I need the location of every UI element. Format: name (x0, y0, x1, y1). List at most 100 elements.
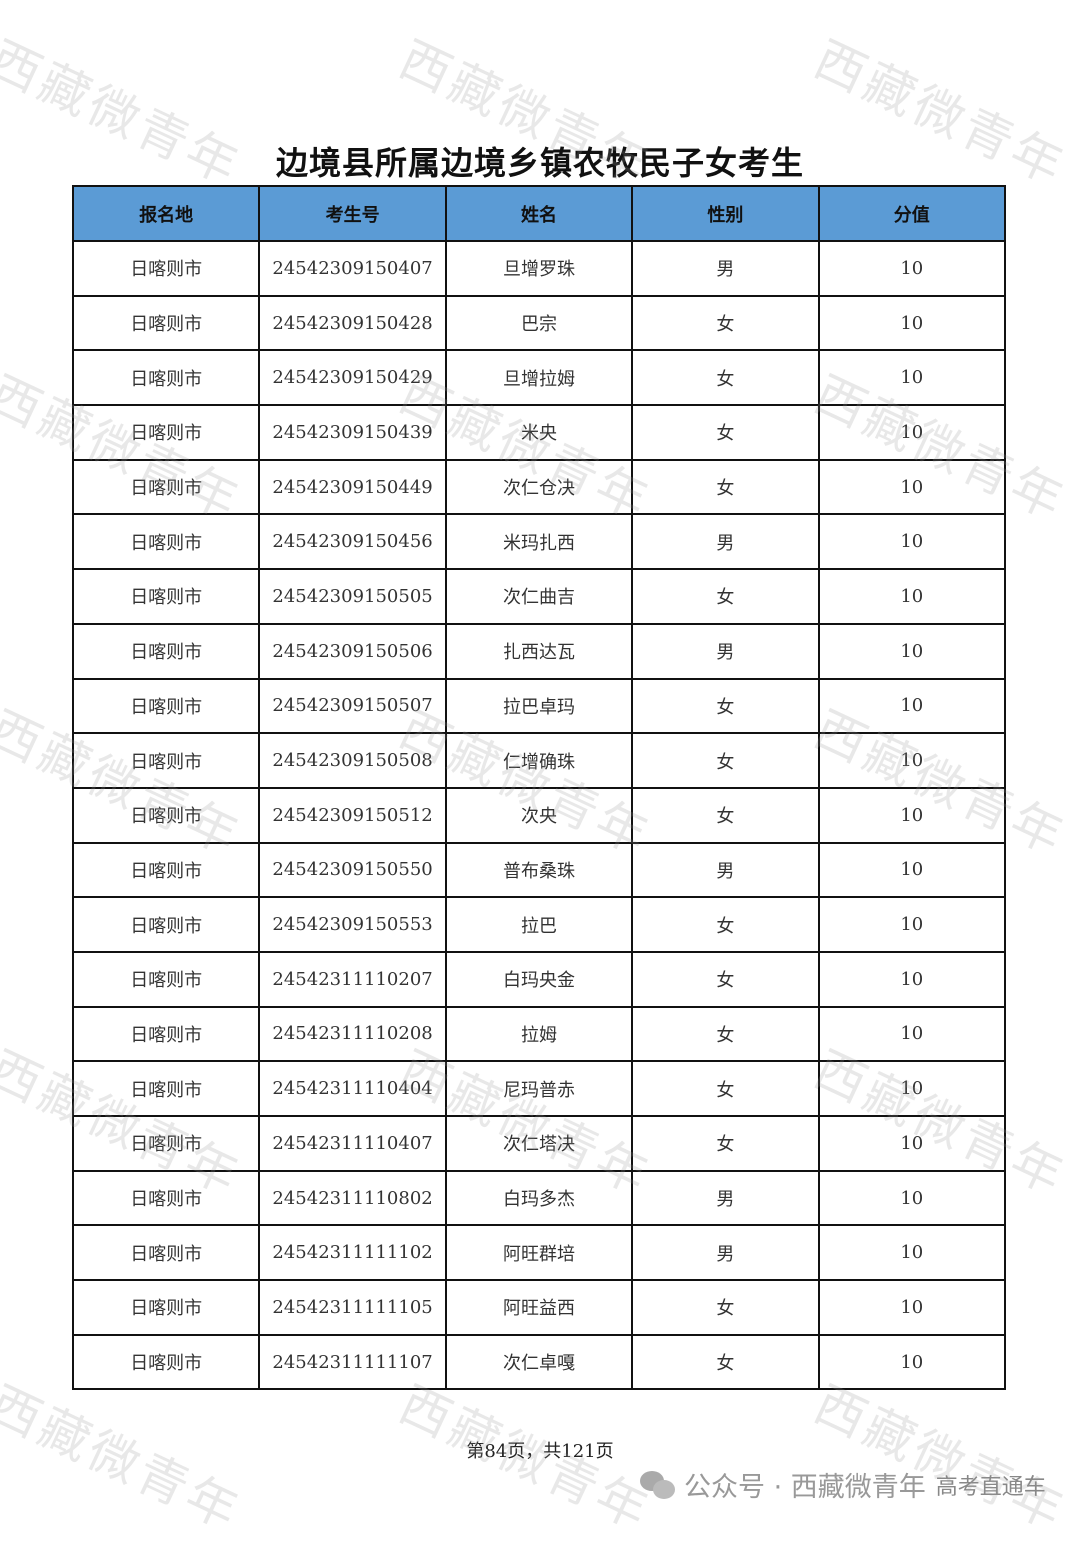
table-row: 日喀则市 24542309150507 拉巴卓玛女 10 (71, 677, 1007, 735)
cell-exam-number: 24542309150428 (258, 294, 447, 352)
cell-name: 拉巴 (444, 896, 634, 953)
cell-name: 阿旺群培 (444, 1224, 634, 1282)
cell-name: 旦增罗珠 (444, 240, 634, 297)
cell-score: 10 (817, 240, 1007, 297)
cell-exam-number: 24542309150550 (258, 841, 447, 899)
cell-name: 拉姆 (444, 1005, 634, 1063)
table-row: 日喀则市 24542309150429 旦增拉姆女 10 (71, 349, 1007, 407)
cell-exam-number: 24542309150506 (258, 622, 447, 680)
table-row: 日喀则市 24542309150439 米央女 10 (71, 404, 1007, 461)
cell-score: 10 (817, 1060, 1007, 1117)
cell-score: 10 (817, 677, 1007, 735)
cell-name: 次仁卓嘎 (444, 1333, 634, 1391)
table-row: 日喀则市 24542311111102 阿旺群培男 10 (71, 1224, 1007, 1282)
cell-score: 10 (817, 458, 1007, 516)
page-info: 第84页，共121页 (466, 1441, 614, 1462)
cell-score: 10 (817, 622, 1007, 680)
cell-score: 10 (817, 568, 1007, 625)
cell-location: 日喀则市 (71, 568, 261, 625)
table-row: 日喀则市 24542311110802 白玛多杰男 10 (71, 1169, 1007, 1227)
cell-exam-number: 24542309150505 (258, 568, 447, 625)
cell-gender: 女 (631, 1060, 820, 1117)
cell-name: 扎西达瓦 (444, 622, 634, 680)
wechat-icon (640, 1470, 676, 1499)
cell-score: 10 (817, 786, 1007, 844)
cell-gender: 女 (631, 404, 820, 461)
cell-exam-number: 24542309150449 (258, 458, 447, 516)
cell-score: 10 (817, 950, 1007, 1008)
cell-name: 旦增拉姆 (444, 349, 634, 407)
cell-score: 10 (817, 1224, 1007, 1282)
cell-name: 次央 (444, 786, 634, 844)
page-title: 边境县所属边境乡镇农牧民子女考生 (275, 144, 804, 182)
cell-location: 日喀则市 (71, 1169, 261, 1227)
cell-location: 日喀则市 (71, 896, 261, 953)
cell-score: 10 (817, 1115, 1007, 1172)
table-row: 日喀则市 24542309150550 普布桑珠男 10 (71, 841, 1007, 899)
cell-score: 10 (817, 513, 1007, 571)
table-row: 日喀则市 24542311110407 次仁塔决女 10 (71, 1115, 1007, 1172)
cell-gender: 男 (631, 513, 820, 571)
cell-location: 日喀则市 (71, 513, 261, 571)
cell-exam-number: 24542311111105 (258, 1279, 447, 1336)
table-row: 日喀则市 24542309150512 次央女 10 (71, 786, 1007, 844)
cell-score: 10 (817, 896, 1007, 953)
cell-gender: 女 (631, 896, 820, 953)
cell-exam-number: 24542309150508 (258, 732, 447, 789)
table-row: 日喀则市 24542311110207 白玛央金女 10 (71, 950, 1007, 1008)
cell-location: 日喀则市 (71, 294, 261, 352)
cell-gender: 男 (631, 240, 820, 297)
cell-exam-number: 24542311110207 (258, 950, 447, 1008)
cell-exam-number: 24542311111102 (258, 1224, 447, 1282)
cell-exam-number: 24542311111107 (258, 1333, 447, 1391)
cell-name: 白玛多杰 (444, 1169, 634, 1227)
table-row: 日喀则市 24542309150428 巴宗女 10 (71, 294, 1007, 352)
cell-score: 10 (817, 1333, 1007, 1391)
cell-score: 10 (817, 349, 1007, 407)
table-body: 日喀则市 24542309150407 旦增罗珠男 10 日喀则市 24542309150… (71, 240, 1007, 1391)
cell-gender: 女 (631, 786, 820, 844)
cell-score: 10 (817, 1279, 1007, 1336)
cell-exam-number: 24542311110404 (258, 1060, 447, 1117)
candidates-table: 报名地 考生号 姓名 性别 分值 日喀则市 24542309150407 旦增罗珠男 10 日喀… (71, 185, 1007, 1391)
table-row: 日喀则市 24542309150508 仁增确珠女 10 (71, 732, 1007, 789)
cell-gender: 男 (631, 1169, 820, 1227)
header-gender: 性别 (631, 185, 820, 242)
cell-score: 10 (817, 294, 1007, 352)
cell-gender: 女 (631, 294, 820, 352)
table-row: 日喀则市 24542309150456 米玛扎西男 10 (71, 513, 1007, 571)
header-location: 报名地 (71, 185, 261, 242)
table-row: 日喀则市 24542309150449 次仁仓决女 10 (71, 458, 1007, 516)
cell-name: 阿旺益西 (444, 1279, 634, 1336)
cell-exam-number: 24542311110208 (258, 1005, 447, 1063)
table-row: 日喀则市 24542309150553 拉巴女 10 (71, 896, 1007, 953)
cell-location: 日喀则市 (71, 240, 261, 297)
cell-location: 日喀则市 (71, 349, 261, 407)
cell-gender: 男 (631, 622, 820, 680)
table-row: 日喀则市 24542309150505 次仁曲吉女 10 (71, 568, 1007, 625)
cell-exam-number: 24542309150456 (258, 513, 447, 571)
cell-score: 10 (817, 732, 1007, 789)
brand-overlay-text: 高考直通车 (935, 1474, 1046, 1500)
header-exam-number: 考生号 (258, 185, 447, 242)
cell-exam-number: 24542309150439 (258, 404, 447, 461)
cell-name: 白玛央金 (444, 950, 634, 1008)
cell-score: 10 (817, 841, 1007, 899)
cell-location: 日喀则市 (71, 404, 261, 461)
cell-location: 日喀则市 (71, 1060, 261, 1117)
header-score: 分值 (817, 185, 1007, 242)
cell-gender: 男 (631, 841, 820, 899)
cell-location: 日喀则市 (71, 786, 261, 844)
table-row: 日喀则市 24542311110404 尼玛普赤女 10 (71, 1060, 1007, 1117)
cell-exam-number: 24542309150512 (258, 786, 447, 844)
table-row: 日喀则市 24542311110208 拉姆女 10 (71, 1005, 1007, 1063)
cell-gender: 女 (631, 458, 820, 516)
wechat-brand: 公众号 · 西藏微青年 高考直通车 (640, 1465, 1046, 1504)
cell-gender: 男 (631, 1224, 820, 1282)
brand-text: 公众号 · 西藏微青年 (684, 1472, 926, 1503)
cell-name: 米玛扎西 (444, 513, 634, 571)
cell-exam-number: 24542309150407 (258, 240, 447, 297)
cell-location: 日喀则市 (71, 1005, 261, 1063)
cell-location: 日喀则市 (71, 677, 261, 735)
cell-gender: 女 (631, 349, 820, 407)
